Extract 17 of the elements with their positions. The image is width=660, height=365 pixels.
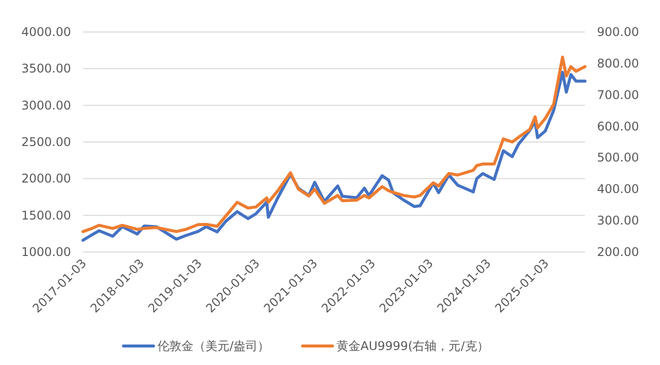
y2-tick-label: 200.00 [597, 245, 639, 259]
y2-tick-label: 600.00 [597, 119, 639, 134]
y2-tick-label: 400.00 [597, 182, 639, 196]
y2-tick-label: 900.00 [597, 25, 639, 39]
legend-label: 黄金AU9999(右轴，元/克） [336, 339, 489, 353]
y-tick-label: 2000.00 [21, 172, 71, 186]
y-tick-label: 3000.00 [21, 98, 71, 112]
y-tick-label: 3500.00 [21, 62, 71, 76]
y2-tick-label: 700.00 [597, 88, 639, 102]
y-tick-label: 4000.00 [21, 25, 71, 39]
y-tick-label: 2500.00 [21, 135, 71, 149]
y2-tick-label: 500.00 [597, 150, 639, 165]
legend-label: 伦敦金（美元/盎司） [158, 339, 270, 353]
y2-tick-label: 300.00 [597, 214, 639, 228]
y2-tick-label: 800.00 [597, 56, 639, 70]
y-tick-label: 1500.00 [21, 208, 71, 222]
y-tick-label: 1000.00 [21, 245, 71, 259]
